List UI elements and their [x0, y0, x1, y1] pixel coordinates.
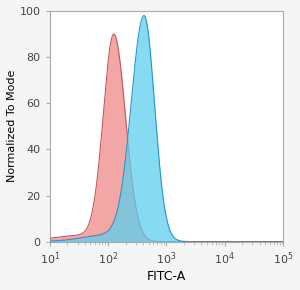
- Y-axis label: Normalized To Mode: Normalized To Mode: [7, 70, 17, 182]
- X-axis label: FITC-A: FITC-A: [147, 270, 186, 283]
